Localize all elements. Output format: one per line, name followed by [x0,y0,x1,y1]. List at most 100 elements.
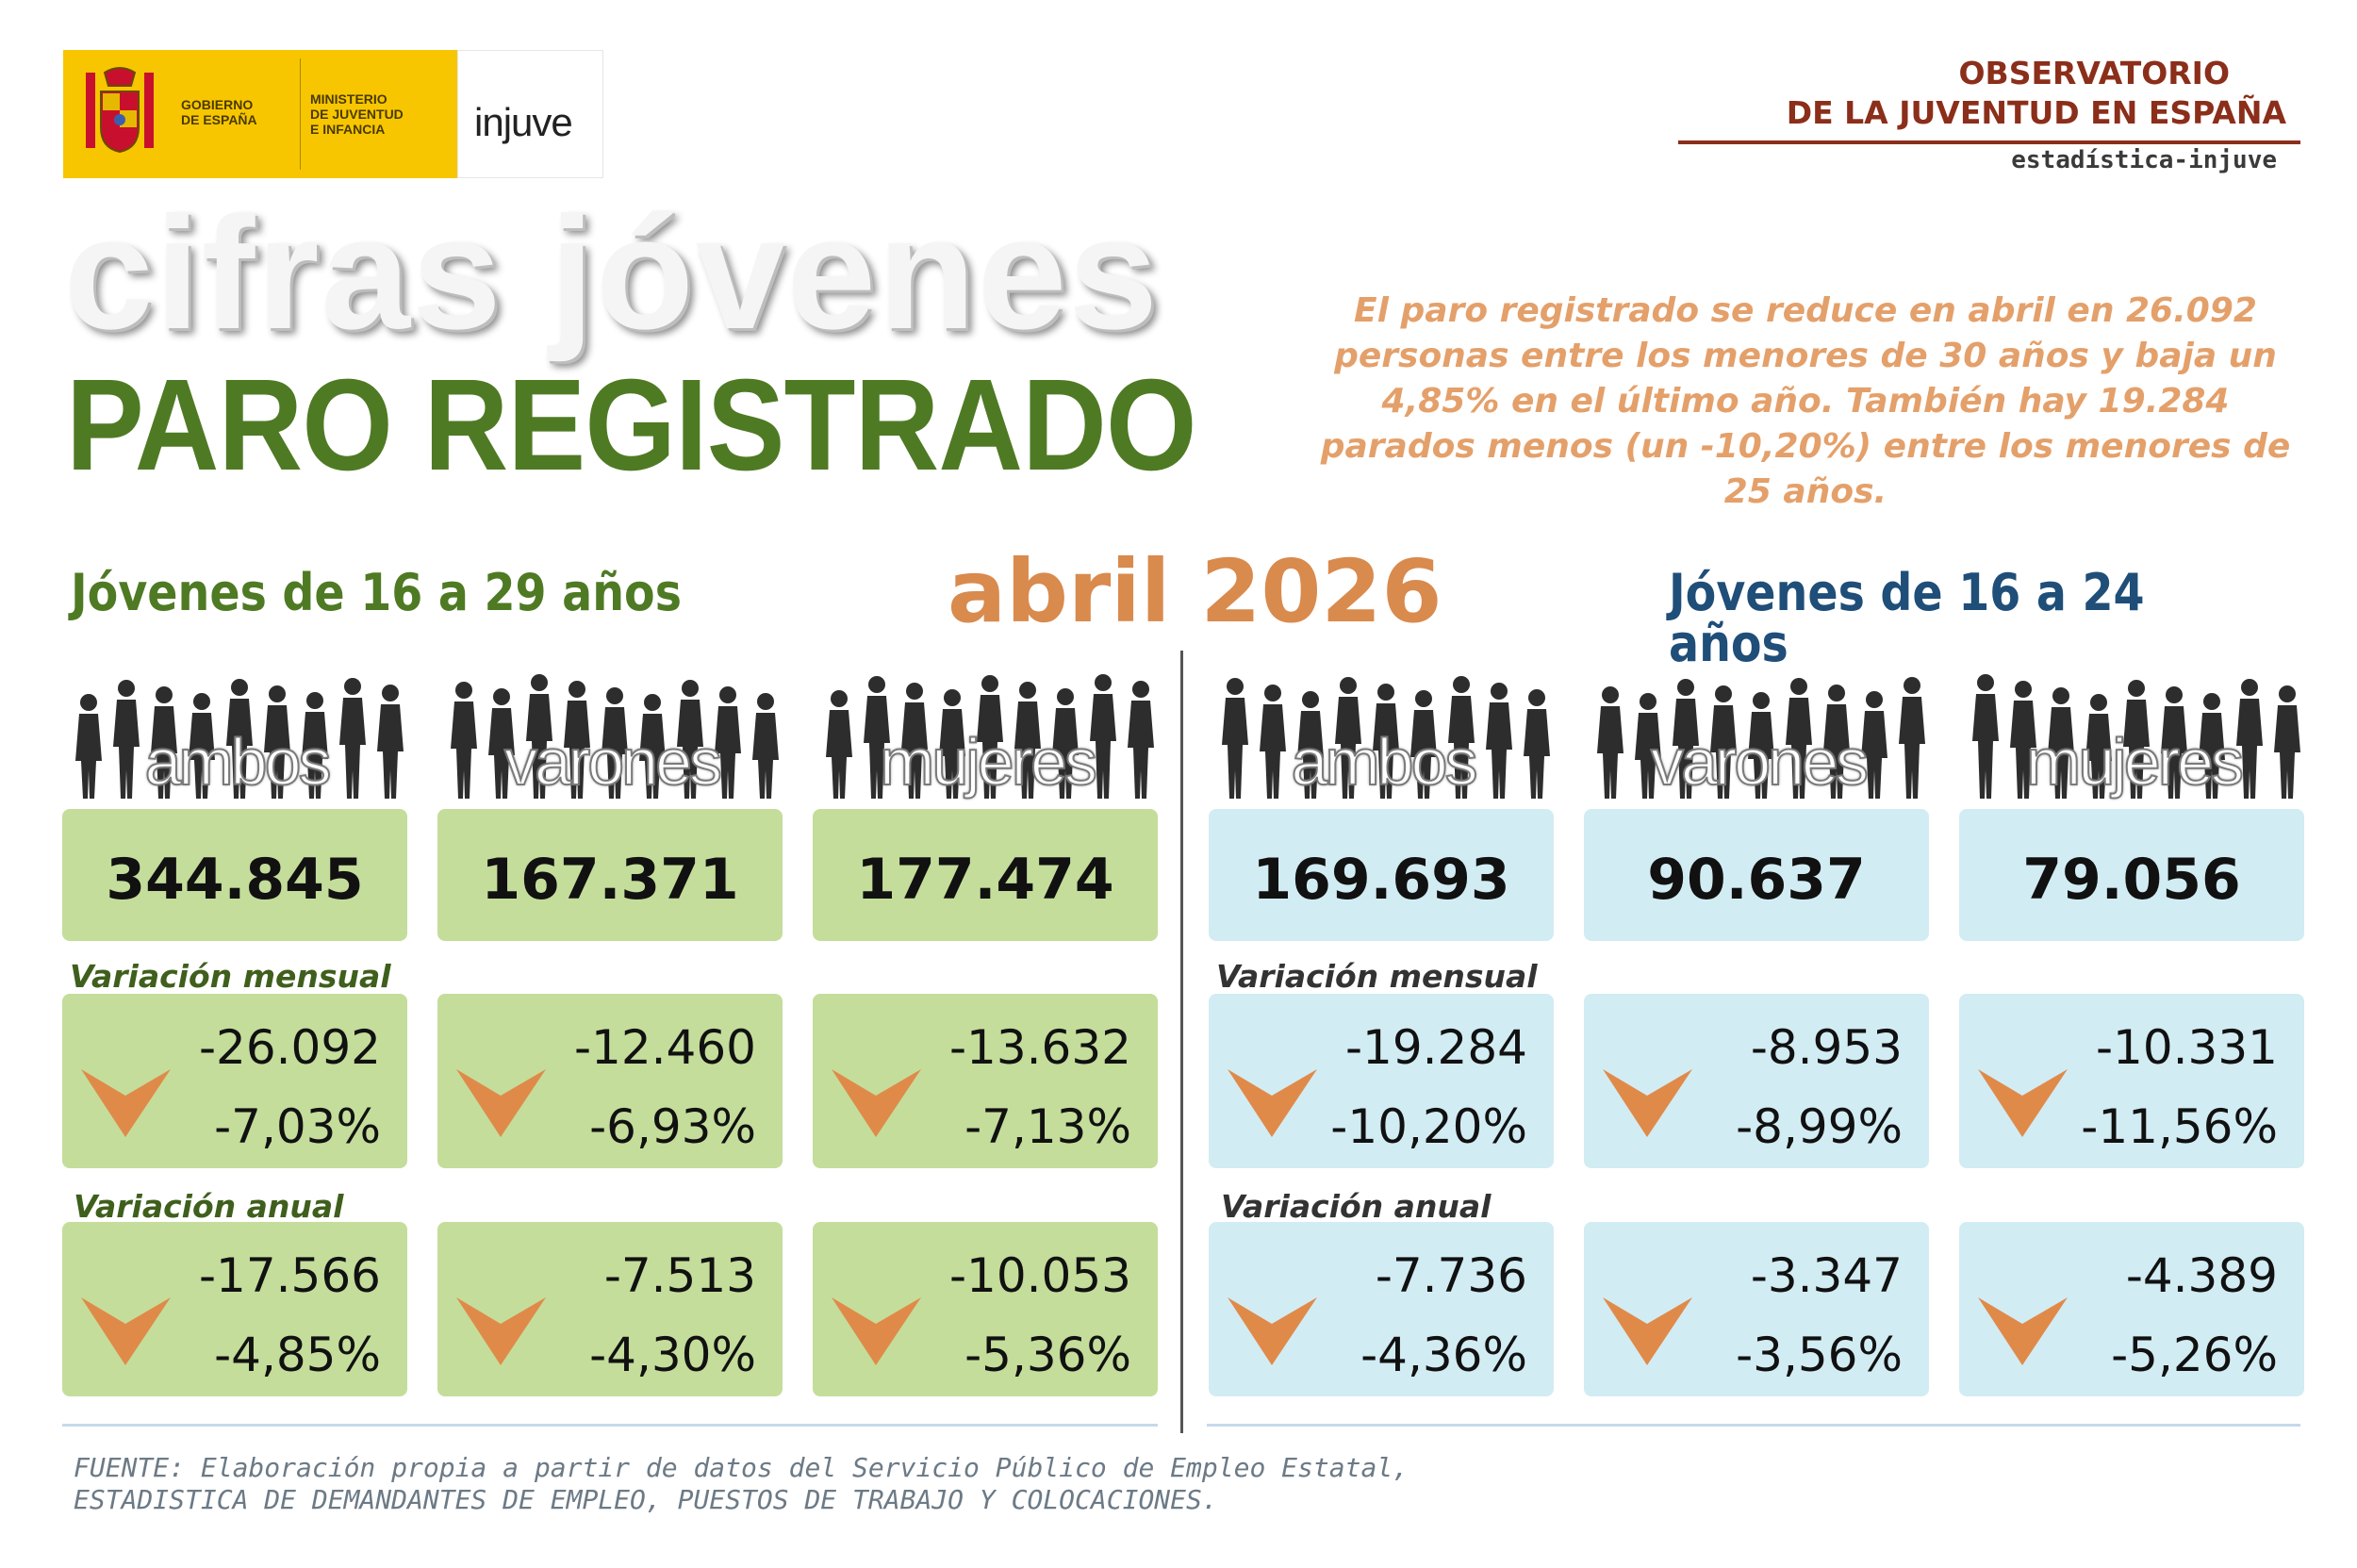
monthly-absolute-change: -12.460 [574,1020,756,1075]
monthly-absolute-change: -8.953 [1750,1020,1903,1075]
total-card: 167.371 [437,809,783,941]
annual-variation-card: -4.389 -5,26% [1959,1222,2304,1396]
people-silhouettes-icon [1222,676,1550,799]
annual-variation-card: -17.566 -4,85% [62,1222,407,1396]
ministerio-line2: DE JUVENTUD [310,107,404,122]
annual-absolute-change: -7.736 [1375,1248,1527,1303]
monthly-percent-change: -10,20% [1330,1099,1527,1154]
gobierno-logo: GOBIERNO DE ESPAÑA MINISTERIO DE JUVENTU… [63,50,457,178]
silhouette-label: varones [503,724,723,800]
silhouette-group: mujeres [1959,668,2308,804]
left-bottom-rule [62,1424,1158,1427]
monthly-variation-card: -12.460 -6,93% [437,994,783,1168]
down-arrow-icon [1228,1069,1317,1137]
left-mensual-label: Variación mensual [70,958,391,995]
people-silhouettes-icon [75,678,404,799]
silhouette-label: mujeres [879,724,1098,800]
total-card: 169.693 [1209,809,1554,941]
total-card: 344.845 [62,809,407,941]
down-arrow-icon [1228,1297,1317,1365]
total-value: 167.371 [481,847,739,913]
total-card: 177.474 [813,809,1158,941]
group-divider [1180,651,1183,1433]
silhouette-label: mujeres [2025,724,2245,800]
silhouette-group: ambos sexos [1209,668,1558,875]
injuve-logo-box [457,50,603,178]
observatorio-subtitle: estadística-injuve [2011,146,2277,174]
monthly-percent-change: -6,93% [589,1099,756,1154]
annual-variation-card: -10.053 -5,36% [813,1222,1158,1396]
silhouette-group: mujeres [813,668,1162,804]
right-group-title: Jóvenes de 16 a 24 años [1669,563,2145,673]
monthly-absolute-change: -19.284 [1345,1020,1527,1075]
silhouette-label: varones [1650,724,1870,800]
annual-absolute-change: -7.513 [603,1248,756,1303]
total-value: 177.474 [856,847,1114,913]
total-value: 79.056 [2022,847,2241,913]
annual-absolute-change: -3.347 [1750,1248,1903,1303]
monthly-percent-change: -7,03% [214,1099,381,1154]
ministerio-line1: MINISTERIO [310,91,387,107]
monthly-variation-card: -10.331 -11,56% [1959,994,2304,1168]
observatorio-rule [1678,140,2300,144]
annual-percent-change: -5,36% [964,1328,1131,1382]
monthly-variation-card: -13.632 -7,13% [813,994,1158,1168]
source-line2: ESTADISTICA DE DEMANDANTES DE EMPLEO, PU… [74,1484,1218,1515]
people-silhouettes-icon [451,674,779,799]
silhouette-group: varones [437,668,786,804]
annual-absolute-change: -17.566 [199,1248,381,1303]
down-arrow-icon [1978,1069,2068,1137]
annual-percent-change: -3,56% [1736,1328,1903,1382]
source-line1: FUENTE: Elaboración propia a partir de d… [74,1452,1409,1483]
down-arrow-icon [832,1297,921,1365]
down-arrow-icon [1978,1297,2068,1365]
down-arrow-icon [456,1069,546,1137]
people-silhouettes-icon [1972,674,2300,799]
annual-percent-change: -4,30% [589,1328,756,1382]
page-subtitle: PARO REGISTRADO [66,353,1197,498]
observatorio-line2: DE LA JUVENTUD EN ESPAÑA [1786,94,2286,131]
monthly-percent-change: -11,56% [2081,1099,2278,1154]
people-silhouettes-icon [1597,677,1925,799]
observatorio-line1: OBSERVATORIO [1958,55,2230,91]
logo-divider [300,58,301,170]
injuve-logo: injuve [474,100,573,144]
down-arrow-icon [832,1069,921,1137]
right-bottom-rule [1207,1424,2300,1427]
right-anual-label: Variación anual [1221,1188,1492,1225]
people-silhouettes-icon [826,674,1154,799]
total-value: 169.693 [1252,847,1510,913]
total-card: 90.637 [1584,809,1929,941]
right-mensual-label: Variación mensual [1216,958,1538,995]
monthly-percent-change: -7,13% [964,1099,1131,1154]
annual-variation-card: -7.513 -4,30% [437,1222,783,1396]
annual-absolute-change: -10.053 [949,1248,1131,1303]
page-title: cifras jóvenes [64,184,1160,363]
gobierno-line2: DE ESPAÑA [181,112,257,127]
annual-percent-change: -4,85% [214,1328,381,1382]
down-arrow-icon [456,1297,546,1365]
left-anual-label: Variación anual [74,1188,344,1225]
annual-variation-card: -3.347 -3,56% [1584,1222,1929,1396]
silhouette-group: ambos sexos [62,668,411,875]
month-label: abril 2026 [948,541,1442,642]
monthly-absolute-change: -26.092 [199,1020,381,1075]
left-group-title: Jóvenes de 16 a 29 años [71,563,682,622]
monthly-variation-card: -19.284 -10,20% [1209,994,1554,1168]
silhouette-group: varones [1584,668,1933,804]
monthly-variation-card: -26.092 -7,03% [62,994,407,1168]
monthly-variation-card: -8.953 -8,99% [1584,994,1929,1168]
annual-absolute-change: -4.389 [2125,1248,2278,1303]
total-value: 344.845 [106,847,364,913]
down-arrow-icon [81,1297,171,1365]
annual-percent-change: -5,26% [2111,1328,2278,1382]
ministerio-line3: E INFANCIA [310,122,386,137]
monthly-absolute-change: -13.632 [949,1020,1131,1075]
total-value: 90.637 [1647,847,1866,913]
annual-percent-change: -4,36% [1360,1328,1527,1382]
down-arrow-icon [81,1069,171,1137]
total-card: 79.056 [1959,809,2304,941]
down-arrow-icon [1603,1297,1692,1365]
coat-of-arms-icon [86,67,154,154]
monthly-percent-change: -8,99% [1736,1099,1903,1154]
